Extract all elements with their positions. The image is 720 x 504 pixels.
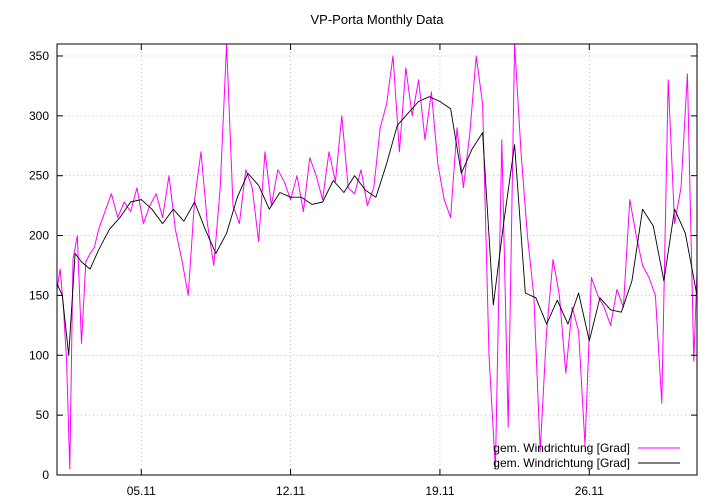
series-line-smooth <box>56 96 698 356</box>
y-tick-label: 200 <box>29 229 49 243</box>
axis-ticks: 0 50 100 150 200 250 300 350 05.11 12.11 19.11 26.1… <box>29 44 697 498</box>
legend-entry-raw-label: gem. Windrichtung [Grad] <box>493 441 630 455</box>
x-tick-label: 26.11 <box>575 484 604 498</box>
plot-frame <box>56 43 698 476</box>
y-tick-label: 250 <box>29 169 49 183</box>
x-tick-label: 19.11 <box>425 484 454 498</box>
y-tick-label: 350 <box>29 49 49 63</box>
legend: gem. Windrichtung [Grad] gem. Windrichtu… <box>493 441 680 470</box>
y-tick-label: 0 <box>42 468 49 482</box>
series-line-raw <box>56 43 698 470</box>
x-tick-label: 05.11 <box>127 484 156 498</box>
series-layer <box>56 43 698 470</box>
x-tick-label: 12.11 <box>276 484 305 498</box>
y-tick-label: 50 <box>36 408 50 422</box>
y-tick-label: 150 <box>29 288 49 302</box>
legend-entry-smooth-label: gem. Windrichtung [Grad] <box>493 456 630 470</box>
grid <box>57 44 697 475</box>
chart-title: VP-Porta Monthly Data <box>311 12 445 27</box>
y-tick-label: 300 <box>29 109 49 123</box>
y-tick-label: 100 <box>29 348 49 362</box>
